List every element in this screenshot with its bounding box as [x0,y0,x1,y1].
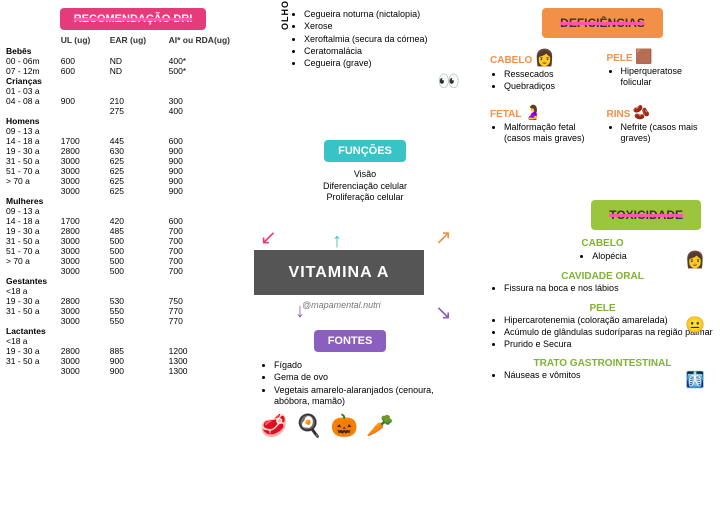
face-icon: 😐 [685,315,705,335]
table-row: 3000500700 [4,266,262,276]
arrow-orange: ↗ [435,225,452,250]
table-row: 14 - 18 a1700420600 [4,216,262,226]
table-row: 07 - 12m600ND500* [4,66,262,76]
olhos-list: Cegueira noturna (nictalopia)Xerose Xerof… [290,8,460,92]
table-row: 09 - 13 a [4,126,262,136]
tox-cabelo-label: CABELO [490,238,715,249]
list-item: Fígado [274,360,440,371]
list-item: Alopécia [592,251,627,262]
arrow-purple2: ↘ [435,300,452,325]
list-item: Visão [290,169,440,181]
group-label: Bebês [4,46,262,56]
table-row: 3000625900 [4,186,262,196]
gut-icon: 🩻 [685,370,705,390]
list-item: Náuseas e vômitos [504,370,715,381]
funcoes-title: FUNÇÕES [324,140,406,162]
table-row: 31 - 50 a3000550770 [4,306,262,316]
list-item: Hiperqueratose folicular [621,66,716,89]
table-row: 51 - 70 a3000500700 [4,246,262,256]
recomendacao-section: RECOMENDAÇÃO DRI UL (ug)EAR (ug)AI* ou R… [4,8,262,376]
list-item: Vegetais amarelo-alaranjados (cenoura, a… [274,385,440,408]
table-row: 04 - 08 a900210300 [4,96,262,106]
table-row: > 70 a3000625900 [4,176,262,186]
center-title: VITAMINA A [254,250,424,295]
col-header [4,34,59,46]
tox-pele-label: PELE [490,303,715,314]
list-item: Ressecados [504,69,599,80]
table-row: <18 a [4,286,262,296]
list-item: Ceratomalácia [304,46,460,57]
eyes-icon: 👀 [290,71,460,92]
table-row: > 70 a3000500700 [4,256,262,266]
def-cabelo-label: CABELO [490,55,532,66]
table-row: 31 - 50 a3000625900 [4,156,262,166]
olhos-label: OLHOS [280,0,290,30]
handle: @mapamental.nutri [302,300,381,310]
deficiencias-section: DEFICIÊNCIAS CABELO 👩 RessecadosQuebradi… [490,8,715,145]
fetal-icon: 🤰 [524,104,541,120]
fontes-section: FONTES FígadoGema de ovo Vegetais amarelo… [260,330,440,439]
tox-title: TOXICIDADE [591,200,701,230]
list-item: Hipercarotenemia (coloração amarelada) [504,315,715,326]
recomendacao-title: RECOMENDAÇÃO DRI [60,8,207,30]
arrow-pink: ↙ [260,225,277,250]
list-item: Prurido e Secura [504,339,715,350]
list-item: Gema de ovo [274,372,440,383]
skin-icon: 🟫 [635,48,652,64]
col-header: UL (ug) [59,34,108,46]
def-title: DEFICIÊNCIAS [542,8,663,38]
tox-oral-label: CAVIDADE ORAL [490,271,715,282]
group-label: Homens [4,116,262,126]
list-item: Quebradiços [504,81,599,92]
group-label: Mulheres [4,196,262,206]
table-row: 30009001300 [4,366,262,376]
def-pele-label: PELE [607,53,633,64]
table-row: 09 - 13 a [4,206,262,216]
food-icons: 🥩🍳🎃🥕 [260,413,440,439]
arrow-teal: ↑ [332,230,342,253]
kidney-icon: 🫘 [633,104,650,120]
table-row: 19 - 30 a2800530750 [4,296,262,306]
list-item: Malformação fetal (casos mais graves) [504,122,599,145]
table-row: 3000550770 [4,316,262,326]
rec-table: UL (ug)EAR (ug)AI* ou RDA(ug) Bebês00 - … [4,34,262,376]
tox-gi-label: TRATO GASTROINTESTINAL [490,358,715,369]
list-item: Fissura na boca e nos lábios [504,283,715,294]
table-row: 01 - 03 a [4,86,262,96]
table-row: 31 - 50 a3000500700 [4,236,262,246]
table-row: 00 - 06m600ND400* [4,56,262,66]
fontes-title: FONTES [314,330,387,352]
list-item: Xeroftalmia (secura da córnea) [304,34,460,45]
toxicidade-section: TOXICIDADE CABELO 👩 Alopécia CAVIDADE OR… [490,200,715,383]
def-fetal-label: FETAL [490,109,521,120]
list-item: Xerose [304,21,460,32]
hair-icon: 👩 [535,50,555,67]
table-row: <18 a [4,336,262,346]
table-row: 19 - 30 a2800485700 [4,226,262,236]
group-label: Gestantes [4,276,262,286]
table-row: 31 - 50 a30009001300 [4,356,262,366]
list-item: Diferenciação celular [290,181,440,193]
table-row: 14 - 18 a1700445600 [4,136,262,146]
list-item: Nefrite (casos mais graves) [621,122,716,145]
group-label: Crianças [4,76,262,86]
list-item: Proliferação celular [290,192,440,204]
funcoes-section: FUNÇÕES VisãoDiferenciação celularProlif… [290,140,440,204]
list-item: Cegueira (grave) [304,58,460,69]
table-row: 19 - 30 a2800630900 [4,146,262,156]
table-row: 275400 [4,106,262,116]
list-item: Acúmulo de glândulas sudoríparas na regi… [504,327,715,338]
arrow-purple: ↓ [295,300,305,323]
table-row: 19 - 30 a28008851200 [4,346,262,356]
hair2-icon: 👩 [685,250,705,270]
col-header: AI* ou RDA(ug) [167,34,262,46]
group-label: Lactantes [4,326,262,336]
def-rins-label: RINS [607,109,631,120]
table-row: 51 - 70 a3000625900 [4,166,262,176]
list-item: Cegueira noturna (nictalopia) [304,9,460,20]
col-header: EAR (ug) [108,34,167,46]
